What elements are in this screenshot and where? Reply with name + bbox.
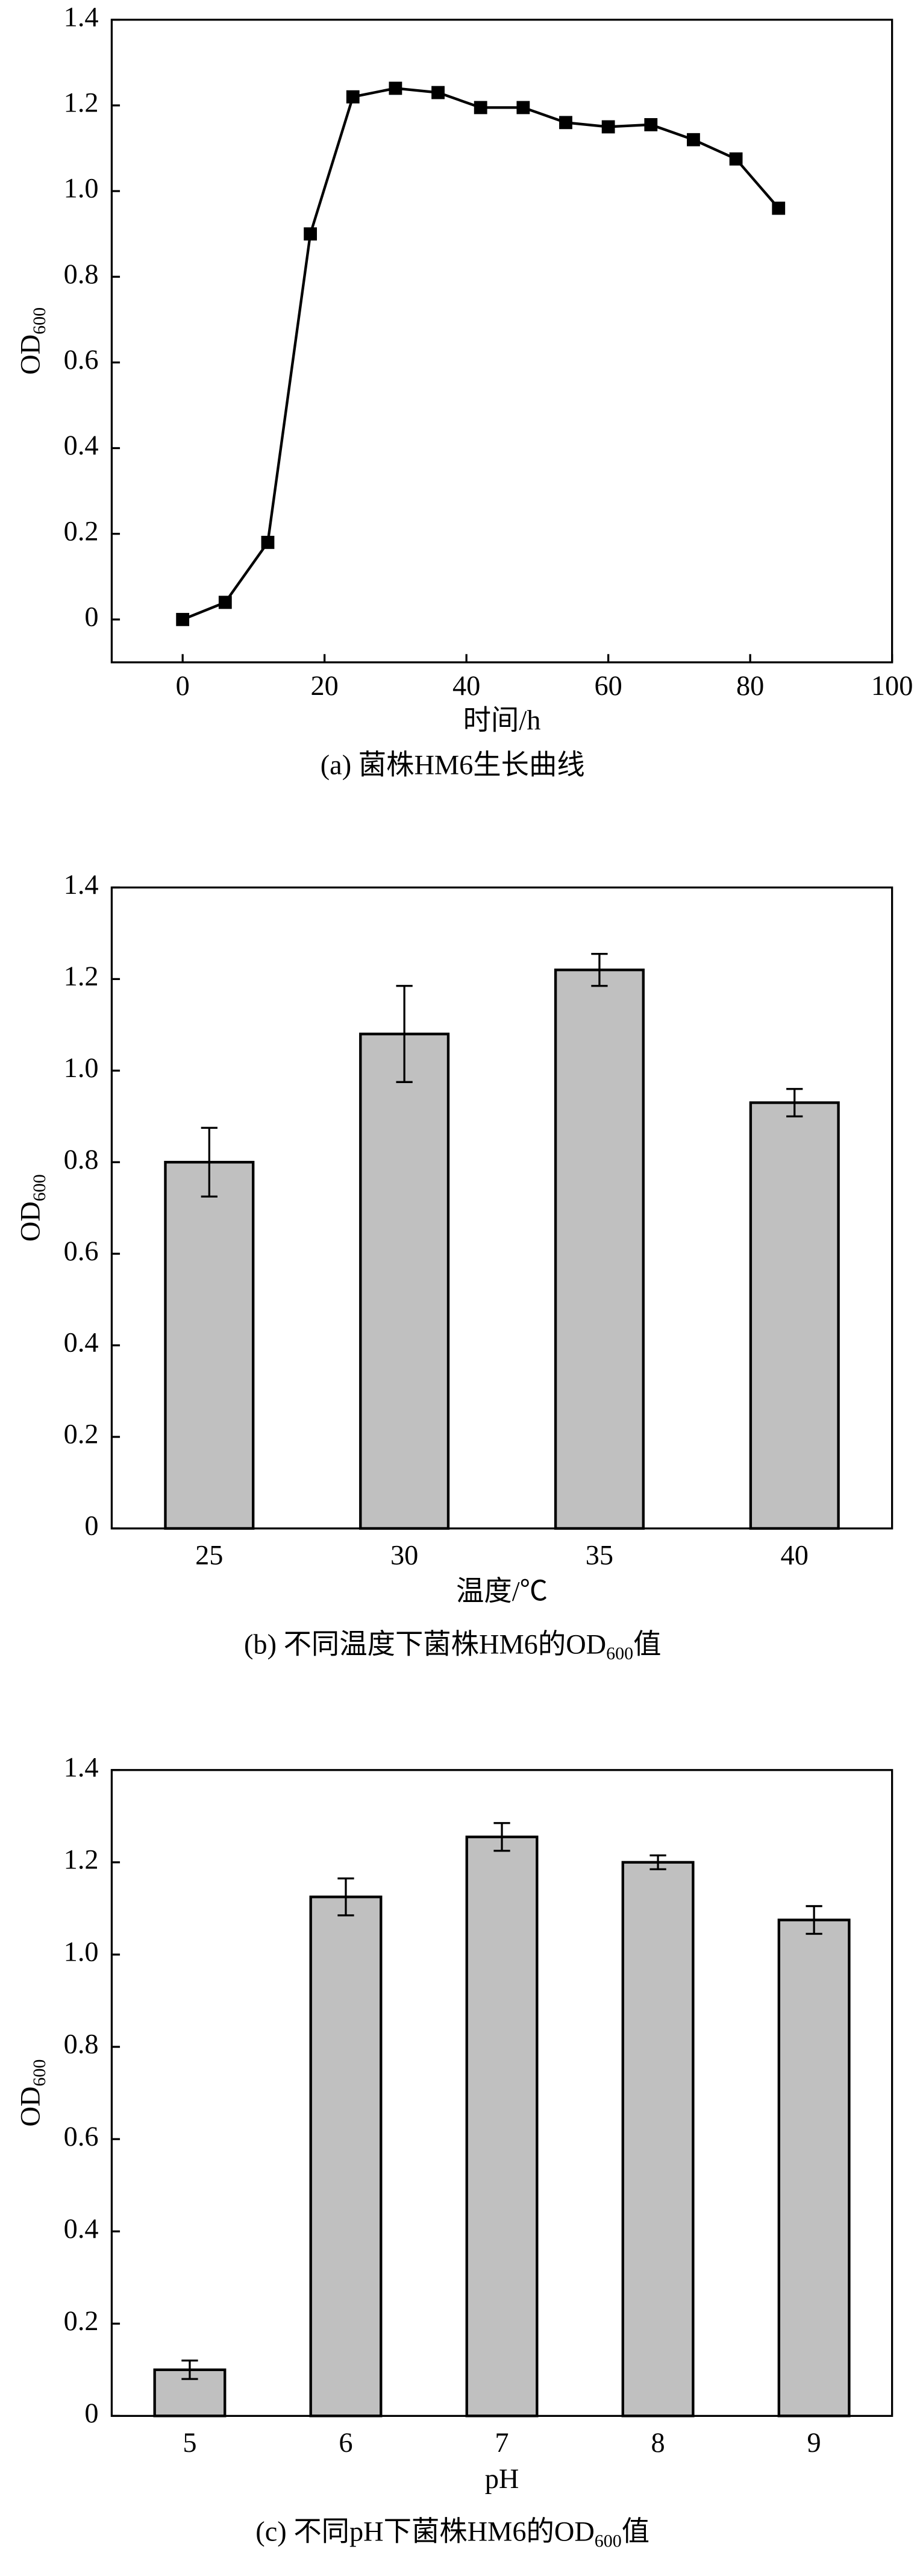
error-bar	[396, 985, 413, 1083]
y-tick-label: 0	[84, 2398, 98, 2429]
data-point	[729, 152, 743, 166]
error-bar	[493, 1822, 510, 1852]
bar	[164, 1161, 255, 1530]
caption-text: (c) 不同pH下菌株HM6的OD	[255, 2516, 595, 2547]
y-tick-label: 1.2	[64, 1844, 99, 1875]
data-point	[516, 101, 530, 115]
y-tick-label: 0.8	[64, 259, 99, 290]
y-axis-label-text: OD	[15, 1201, 46, 1242]
error-bar	[649, 1854, 666, 1870]
x-tick-label: 9	[807, 2428, 821, 2458]
y-axis-label-text: OD	[15, 335, 46, 375]
caption-text: (b) 不同温度下菌株HM6的OD	[244, 1629, 606, 1660]
x-tick-label: 30	[390, 1541, 418, 1571]
bar	[359, 1032, 450, 1530]
data-point	[389, 81, 402, 95]
bar	[621, 1861, 695, 2417]
error-bar	[786, 1088, 803, 1117]
plot-frame	[110, 886, 893, 1530]
x-tick-label: 60	[594, 671, 622, 702]
y-tick-label: 0.4	[64, 1328, 99, 1359]
caption-text: (a) 菌株HM6生长曲线	[321, 750, 585, 781]
data-point	[601, 120, 615, 134]
x-tick-label: 80	[736, 671, 764, 702]
y-tick-label: 0.6	[64, 1236, 99, 1267]
y-axis-label: OD600	[15, 1174, 49, 1242]
y-tick-label: 0.4	[64, 430, 99, 461]
caption: (a) 菌株HM6生长曲线	[321, 750, 585, 781]
x-axis-label: 温度/℃	[456, 1577, 548, 1607]
y-tick-label: 1.4	[64, 2, 99, 33]
bar	[554, 969, 645, 1530]
error-bar	[201, 1126, 217, 1198]
caption: (b) 不同温度下菌株HM6的OD600值	[244, 1629, 662, 1663]
y-tick-label: 1.4	[64, 1752, 99, 1783]
x-tick-label: 7	[495, 2428, 509, 2458]
x-tick-label: 0	[176, 671, 190, 702]
data-point	[559, 116, 572, 130]
y-tick-label: 0.2	[64, 516, 99, 547]
error-bar	[337, 1877, 354, 1917]
y-tick-label: 0	[84, 602, 98, 632]
y-tick-label: 0.6	[64, 2122, 99, 2152]
y-tick-label: 1.0	[64, 1053, 99, 1084]
caption: (c) 不同pH下菌株HM6的OD600值	[255, 2516, 649, 2551]
data-point	[176, 612, 190, 626]
x-tick-label: 8	[651, 2428, 665, 2458]
x-tick-label: 5	[183, 2428, 196, 2458]
bar	[777, 1918, 851, 2417]
x-tick-label: 20	[310, 671, 338, 702]
y-tick-label: 0.8	[64, 2029, 99, 2060]
plot-frame	[110, 19, 893, 664]
bar	[309, 1896, 383, 2417]
data-point	[687, 133, 700, 146]
data-point	[304, 227, 318, 241]
y-axis-label-subscript: 600	[30, 307, 49, 335]
caption-subscript: 600	[606, 1644, 633, 1663]
data-point	[346, 90, 360, 104]
data-point	[218, 595, 232, 609]
data-point	[474, 101, 487, 115]
y-axis-label-text: OD	[15, 2087, 46, 2127]
y-tick-label: 1.4	[64, 870, 99, 900]
x-tick-label: 40	[781, 1541, 809, 1571]
caption-subscript: 600	[595, 2531, 622, 2551]
y-tick-label: 0.2	[64, 1419, 99, 1450]
x-tick-label: 25	[195, 1541, 223, 1571]
y-tick-label: 1.2	[64, 961, 99, 992]
y-tick-label: 1.0	[64, 174, 99, 204]
data-point	[772, 201, 786, 215]
y-tick-label: 1.2	[64, 88, 99, 119]
data-point	[644, 118, 658, 131]
error-bar	[181, 2359, 198, 2380]
bar	[465, 1835, 539, 2417]
y-axis-label: OD600	[15, 307, 49, 375]
data-point	[261, 535, 275, 549]
x-tick-label: 100	[871, 671, 913, 702]
error-bar	[591, 952, 608, 987]
y-tick-label: 0.8	[64, 1145, 99, 1175]
caption-end: 值	[622, 2516, 649, 2547]
y-axis-label-subscript: 600	[30, 1174, 49, 1201]
bar	[749, 1101, 840, 1530]
x-tick-label: 6	[339, 2428, 352, 2458]
y-tick-label: 1.0	[64, 1937, 99, 1968]
x-axis-label: 时间/h	[463, 705, 541, 736]
y-tick-label: 0.4	[64, 2214, 99, 2245]
y-tick-label: 0	[84, 1511, 98, 1542]
y-tick-label: 0.2	[64, 2306, 99, 2337]
y-axis-label: OD600	[15, 2059, 49, 2127]
error-bar	[806, 1905, 822, 1935]
x-tick-label: 35	[586, 1541, 613, 1571]
data-point	[431, 86, 445, 99]
caption-end: 值	[633, 1629, 661, 1660]
x-tick-label: 40	[452, 671, 480, 702]
y-tick-label: 0.6	[64, 345, 99, 375]
y-axis-label-subscript: 600	[30, 2059, 49, 2087]
x-axis-label: pH	[485, 2464, 519, 2495]
